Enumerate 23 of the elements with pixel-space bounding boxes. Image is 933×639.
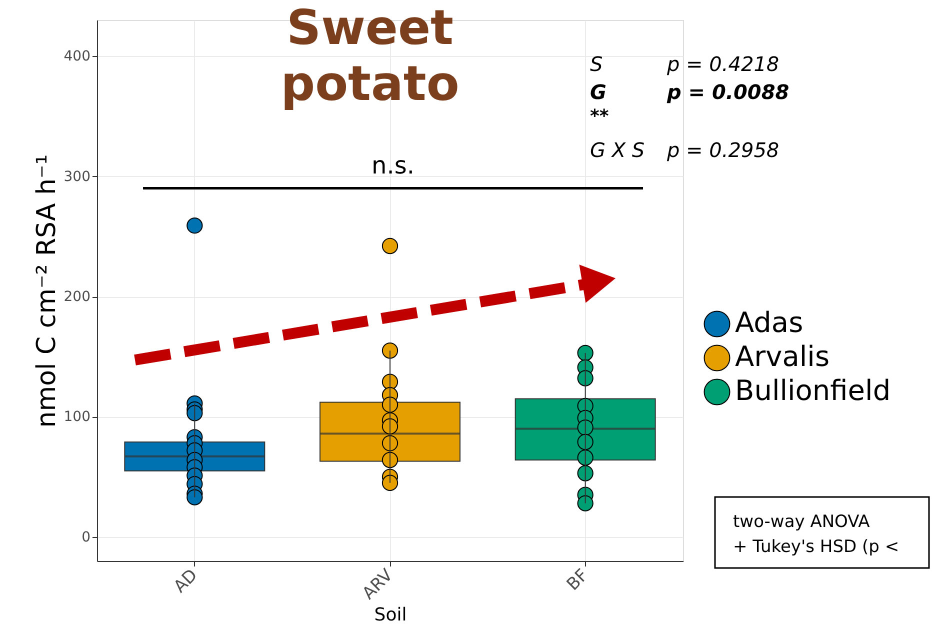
ref-line-label: n.s.: [372, 151, 414, 180]
annotation: S: [590, 52, 603, 76]
text: two-way ANOVA: [733, 512, 870, 532]
y-tick-label: 0: [82, 529, 90, 546]
annotation: p = 0.4218: [666, 52, 780, 76]
legend-label: Arvalis: [735, 340, 830, 373]
text: + Tukey's HSD (p <: [733, 537, 900, 557]
annotation: G: [590, 80, 606, 104]
y-tick-label: 400: [64, 48, 90, 65]
y-axis-title: nmol C cm⁻² RSA h⁻¹: [32, 154, 62, 428]
chart-title: Sweet potato: [280, 0, 460, 112]
y-tick-label: 100: [64, 409, 90, 426]
y-tick-label: 200: [64, 289, 90, 306]
legend-label: Adas: [735, 306, 804, 339]
x-axis-title: Soil: [374, 604, 407, 626]
legend-label: Bullionfield: [735, 374, 891, 407]
x-tick-label: AD: [170, 565, 202, 598]
annotation: p = 0.0088: [666, 80, 790, 104]
annotation: p = 0.2958: [666, 138, 780, 162]
annotation: **: [590, 106, 610, 127]
x-tick-label: BF: [563, 565, 592, 595]
y-tick-label: 300: [64, 168, 90, 185]
annotation: G X S: [590, 138, 645, 162]
